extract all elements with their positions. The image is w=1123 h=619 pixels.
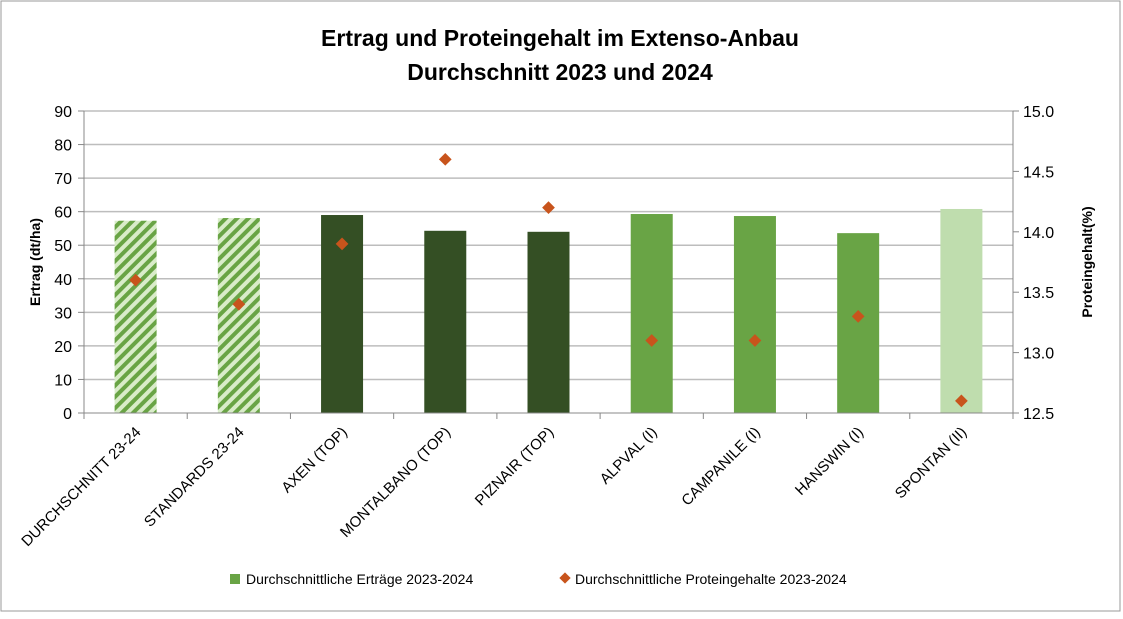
- y-tick-label: 0: [63, 406, 72, 423]
- y-tick-label: 30: [54, 305, 72, 322]
- chart-subtitle: Durchschnitt 2023 und 2024: [407, 59, 713, 85]
- y2-axis-label: Proteingehalt(%): [1079, 206, 1095, 317]
- bar: [630, 214, 673, 413]
- y-tick-label: 60: [54, 205, 72, 222]
- y2-tick-label: 13.5: [1023, 285, 1054, 302]
- legend-swatch-yield: [230, 574, 240, 584]
- y-tick-label: 90: [54, 104, 72, 121]
- bar: [217, 218, 260, 413]
- bar: [733, 216, 776, 413]
- protein-point: [335, 237, 349, 251]
- legend-label-protein: Durchschnittliche Proteingehalte 2023-20…: [575, 571, 847, 587]
- bar: [527, 231, 570, 413]
- bar: [837, 233, 880, 413]
- y2-tick-label: 15.0: [1023, 104, 1054, 121]
- protein-point: [129, 273, 142, 287]
- y2-tick-label: 14.5: [1023, 164, 1054, 181]
- y-tick-label: 10: [54, 372, 72, 389]
- y-tick-label: 40: [54, 272, 72, 289]
- y2-tick-label: 12.5: [1023, 406, 1054, 423]
- chart-title: Ertrag und Proteingehalt im Extenso-Anba…: [321, 25, 799, 51]
- y-axis-label: Ertrag (dt/ha): [27, 218, 43, 306]
- protein-point: [438, 152, 452, 166]
- y2-tick-label: 13.0: [1023, 346, 1054, 363]
- legend-marker-protein: [559, 572, 571, 584]
- y-tick-label: 80: [54, 138, 72, 155]
- bar: [114, 220, 157, 413]
- y-tick-label: 70: [54, 171, 72, 188]
- legend-label-yield: Durchschnittliche Erträge 2023-2024: [246, 571, 473, 587]
- y-tick-label: 50: [54, 238, 72, 255]
- protein-point: [232, 297, 246, 311]
- y-tick-label: 20: [54, 339, 72, 356]
- bar: [424, 230, 467, 413]
- y2-tick-label: 14.0: [1023, 225, 1054, 242]
- bar: [940, 208, 983, 413]
